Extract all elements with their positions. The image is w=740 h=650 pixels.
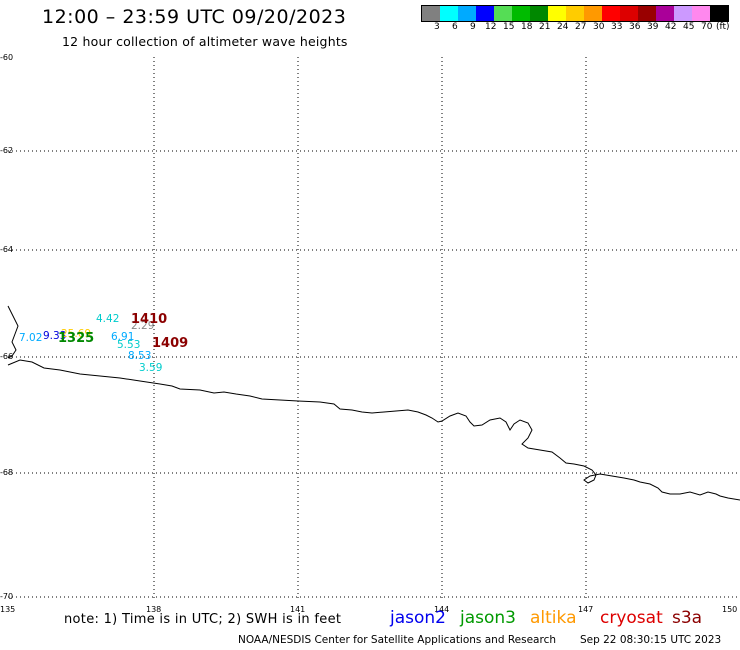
lon-label: 141 [290, 605, 306, 614]
legend-label: 39 [647, 22, 659, 32]
lon-label: 135 [0, 605, 16, 614]
legend-swatch [674, 6, 692, 21]
lon-label: 147 [578, 605, 594, 614]
lon-label: 144 [434, 605, 450, 614]
legend-swatch [548, 6, 566, 21]
pass-id-label: 1410 [131, 312, 168, 327]
satellite-legend-item: s3a [672, 608, 703, 628]
lon-label: 150 [722, 605, 738, 614]
legend-label: 27 [575, 22, 587, 32]
lat-label: -66 [0, 352, 14, 361]
wave-height-label: 9.33 [43, 330, 67, 342]
legend-label: 33 [611, 22, 623, 32]
color-legend [421, 5, 729, 22]
legend-swatch [458, 6, 476, 21]
wave-height-label: 3.59 [139, 362, 163, 374]
legend-swatch [602, 6, 620, 21]
legend-swatch [710, 6, 728, 21]
satellite-legend-item: jason2 [390, 608, 446, 628]
footer-note: note: 1) Time is in UTC; 2) SWH is in fe… [64, 612, 342, 627]
satellite-legend-item: jason3 [460, 608, 516, 628]
wave-height-label: 7.02 [19, 332, 43, 344]
legend-swatch [656, 6, 674, 21]
lat-label: -70 [0, 592, 14, 601]
wave-height-label: 2.29 [131, 320, 155, 332]
generated-timestamp: Sep 22 08:30:15 UTC 2023 [580, 634, 722, 646]
wave-height-label: 5.53 [117, 339, 141, 351]
legend-label: 6 [452, 22, 458, 32]
legend-swatch [638, 6, 656, 21]
antarctic-coastline [7, 305, 740, 501]
legend-swatch [512, 6, 530, 21]
lat-label: -68 [0, 468, 14, 477]
legend-label: 12 [485, 22, 497, 32]
legend-label: 21 [539, 22, 551, 32]
legend-label: 36 [629, 22, 641, 32]
legend-swatch [440, 6, 458, 21]
pass-id-label: 1409 [152, 336, 189, 351]
legend-swatch [494, 6, 512, 21]
legend-unit: (ft) [716, 22, 730, 32]
lat-label: -62 [0, 146, 14, 155]
legend-swatch [584, 6, 602, 21]
legend-label: 18 [521, 22, 533, 32]
legend-label: 15 [503, 22, 515, 32]
legend-swatch [566, 6, 584, 21]
legend-label: 45 [683, 22, 695, 32]
legend-swatch [422, 6, 440, 21]
wave-height-label: 6.91 [111, 331, 135, 343]
legend-swatch [620, 6, 638, 21]
lat-label: -60 [0, 53, 14, 62]
legend-swatch [530, 6, 548, 21]
lat-label: -64 [0, 245, 14, 254]
credit-line: NOAA/NESDIS Center for Satellite Applica… [238, 634, 556, 646]
wave-height-label: 8.53 [128, 350, 152, 362]
legend-label: 30 [593, 22, 605, 32]
map-subtitle: 12 hour collection of altimeter wave hei… [62, 34, 348, 49]
wave-height-label: 25.69 [61, 328, 92, 340]
satellite-legend-item: altika [530, 608, 577, 628]
legend-label: 9 [470, 22, 476, 32]
map-title: 12:00 – 23:59 UTC 09/20/2023 [42, 6, 347, 28]
legend-swatch [692, 6, 710, 21]
graticule [8, 57, 740, 600]
wave-height-label: 4.42 [96, 313, 120, 325]
legend-label: 24 [557, 22, 569, 32]
legend-label: 3 [434, 22, 440, 32]
lon-label: 138 [146, 605, 162, 614]
legend-label: 42 [665, 22, 677, 32]
satellite-legend-item: cryosat [600, 608, 663, 628]
pass-id-label: 1325 [58, 331, 95, 346]
legend-swatch [476, 6, 494, 21]
legend-label: 70 [701, 22, 713, 32]
